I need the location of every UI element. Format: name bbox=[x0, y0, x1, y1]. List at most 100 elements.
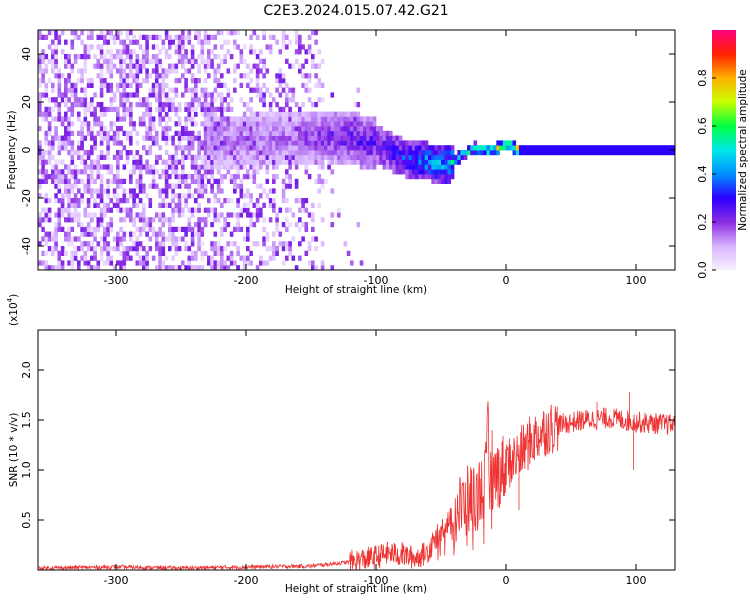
heatmap-cell bbox=[216, 78, 221, 84]
heatmap-cell bbox=[77, 212, 81, 218]
heatmap-cell bbox=[51, 178, 55, 184]
heatmap-cell bbox=[129, 246, 133, 252]
heatmap-cell bbox=[181, 63, 185, 69]
heatmap-cell bbox=[122, 164, 127, 170]
heatmap-cell bbox=[164, 49, 169, 55]
heatmap-cell bbox=[229, 150, 234, 156]
heatmap-cell bbox=[99, 246, 104, 252]
heatmap-cell bbox=[304, 82, 309, 88]
heatmap-cell bbox=[44, 260, 49, 266]
heatmap-cell bbox=[307, 111, 312, 117]
heatmap-cell bbox=[337, 135, 341, 141]
heatmap-cell bbox=[489, 145, 494, 151]
heatmap-cell bbox=[288, 116, 292, 122]
heatmap-cell bbox=[96, 222, 101, 228]
heatmap-cell bbox=[67, 121, 71, 127]
heatmap-cell bbox=[298, 207, 302, 213]
heatmap-cell bbox=[145, 111, 149, 117]
heatmap-cell bbox=[246, 212, 250, 218]
heatmap-cell bbox=[408, 169, 413, 175]
heatmap-cell bbox=[580, 150, 585, 156]
heatmap-cell bbox=[174, 183, 179, 189]
heatmap-cell bbox=[259, 121, 263, 127]
heatmap-cell bbox=[197, 231, 201, 237]
heatmap-cell bbox=[106, 193, 110, 199]
heatmap-cell bbox=[158, 97, 162, 103]
heatmap-cell bbox=[213, 78, 218, 84]
heatmap-cell bbox=[119, 68, 123, 74]
heatmap-cell bbox=[359, 154, 364, 160]
heatmap-cell bbox=[385, 135, 390, 141]
heatmap-cell bbox=[239, 193, 244, 199]
heatmap-cell bbox=[203, 116, 208, 122]
heatmap-cell bbox=[398, 140, 403, 146]
heatmap-cell bbox=[203, 111, 208, 117]
heatmap-cell bbox=[119, 116, 123, 122]
heatmap-cell bbox=[70, 145, 75, 151]
heatmap-cell bbox=[210, 106, 214, 112]
heatmap-cell bbox=[80, 135, 84, 141]
heatmap-cell bbox=[223, 97, 227, 103]
heatmap-cell bbox=[285, 145, 289, 151]
heatmap-cell bbox=[171, 154, 175, 160]
heatmap-cell bbox=[314, 140, 318, 146]
heatmap-cell bbox=[249, 193, 253, 199]
heatmap-cell bbox=[233, 241, 237, 247]
heatmap-cell bbox=[242, 145, 247, 151]
heatmap-cell bbox=[99, 82, 104, 88]
heatmap-cell bbox=[255, 92, 260, 98]
heatmap-cell bbox=[194, 135, 198, 141]
heatmap-cell bbox=[203, 63, 208, 69]
heatmap-cell bbox=[135, 250, 140, 256]
heatmap-cell bbox=[447, 169, 452, 175]
heatmap-cell bbox=[428, 150, 432, 156]
heatmap-cell bbox=[337, 207, 341, 213]
heatmap-cell bbox=[223, 39, 227, 45]
heatmap-cell bbox=[187, 246, 192, 252]
heatmap-cell bbox=[106, 241, 110, 247]
heatmap-cell bbox=[187, 260, 192, 266]
heatmap-cell bbox=[116, 183, 120, 189]
heatmap-cell bbox=[314, 154, 318, 160]
heatmap-cell bbox=[177, 246, 182, 252]
heatmap-cell bbox=[340, 135, 344, 141]
heatmap-cell bbox=[38, 212, 42, 218]
heatmap-cell bbox=[177, 102, 182, 108]
heatmap-cell bbox=[116, 150, 120, 156]
spectrogram-y-tick-label: -40 bbox=[20, 237, 33, 255]
heatmap-cell bbox=[187, 188, 192, 194]
heatmap-cell bbox=[47, 198, 52, 204]
heatmap-cell bbox=[99, 87, 104, 93]
heatmap-cell bbox=[164, 34, 169, 40]
heatmap-cell bbox=[314, 130, 318, 136]
heatmap-cell bbox=[106, 154, 110, 160]
heatmap-cell bbox=[639, 145, 643, 151]
heatmap-cell bbox=[259, 260, 263, 266]
heatmap-cell bbox=[447, 178, 452, 184]
heatmap-cell bbox=[207, 150, 211, 156]
heatmap-cell bbox=[281, 121, 286, 127]
snr-panel: -300 -200 -100 0 100 0.51.01.52.0 Height of … bbox=[6, 294, 676, 595]
heatmap-cell bbox=[57, 188, 62, 194]
heatmap-cell bbox=[47, 231, 52, 237]
heatmap-cell bbox=[311, 135, 315, 141]
heatmap-cell bbox=[538, 145, 543, 151]
heatmap-cell bbox=[207, 212, 211, 218]
heatmap-cell bbox=[350, 111, 354, 117]
heatmap-cell bbox=[161, 231, 166, 237]
heatmap-cell bbox=[291, 126, 296, 132]
heatmap-cell bbox=[83, 97, 88, 103]
heatmap-cell bbox=[41, 217, 45, 223]
heatmap-cell bbox=[119, 207, 123, 213]
heatmap-cell bbox=[164, 130, 169, 136]
heatmap-cell bbox=[187, 265, 192, 271]
heatmap-cell bbox=[229, 260, 234, 266]
heatmap-cell bbox=[80, 68, 84, 74]
heatmap-cell bbox=[86, 241, 91, 247]
heatmap-cell bbox=[359, 140, 364, 146]
heatmap-cell bbox=[207, 145, 211, 151]
heatmap-cell bbox=[561, 145, 565, 151]
heatmap-cell bbox=[41, 159, 45, 165]
heatmap-cell bbox=[301, 135, 305, 141]
heatmap-cell bbox=[392, 135, 396, 141]
